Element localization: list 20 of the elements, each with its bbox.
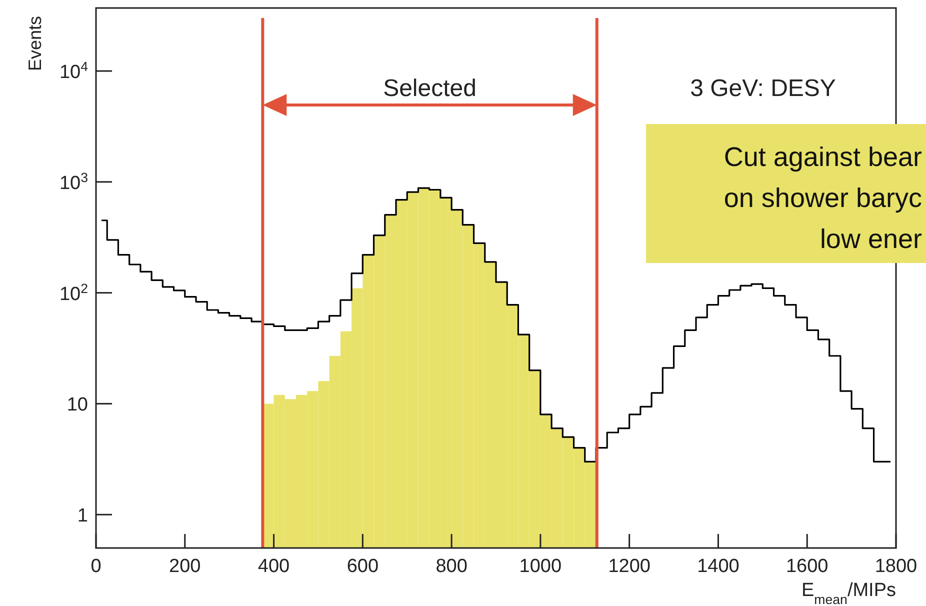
x-tick-label: 400 bbox=[258, 556, 290, 577]
x-tick-label: 600 bbox=[346, 556, 379, 577]
y-tick-label: 1 bbox=[77, 506, 88, 527]
x-tick-label: 1600 bbox=[786, 556, 828, 577]
x-tick-label: 1800 bbox=[874, 556, 918, 577]
y-axis-title: Events bbox=[25, 16, 45, 72]
x-tick-label: 1000 bbox=[519, 556, 562, 577]
annotation: Selected bbox=[383, 75, 476, 102]
x-tick-label: 800 bbox=[436, 556, 468, 577]
annotation: 3 GeV: DESY bbox=[690, 75, 836, 102]
x-tick-label: 1400 bbox=[697, 556, 740, 577]
x-tick-label: 200 bbox=[169, 556, 201, 577]
x-tick-label: 0 bbox=[90, 556, 102, 577]
y-tick-label: 10$^{3}$ bbox=[59, 169, 88, 194]
x-tick-label: 1200 bbox=[608, 556, 650, 577]
y-tick-label: 10 bbox=[66, 394, 88, 416]
y-tick-label: 10$^{4}$ bbox=[59, 58, 88, 84]
x-axis-title: E$_{mean}$/MIPs bbox=[801, 580, 896, 606]
y-tick-label: 10$^{2}$ bbox=[59, 280, 88, 305]
annotation: Cut against bear on shower baryc low ener bbox=[724, 142, 922, 254]
